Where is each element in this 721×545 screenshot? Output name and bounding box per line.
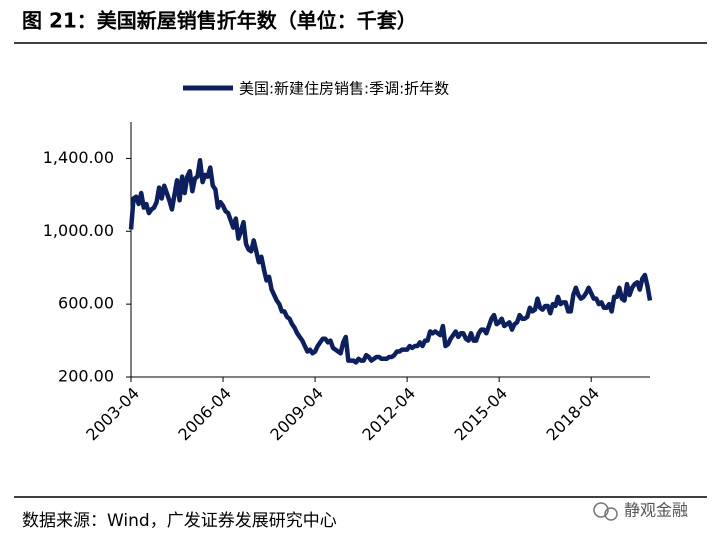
x-tick-label: 2015-04 <box>450 384 511 445</box>
watermark: 静观金融 <box>593 501 688 521</box>
watermark-icon <box>604 507 618 521</box>
legend-label: 美国:新建住房销售:季调:折年数 <box>239 80 449 98</box>
x-tick-label: 2003-04 <box>82 384 143 445</box>
source-note: 数据来源：Wind，广发证券发展研究中心 <box>22 511 337 531</box>
x-tick-label: 2012-04 <box>358 384 419 445</box>
watermark-text: 静观金融 <box>624 501 688 520</box>
watermark-icon <box>593 502 609 518</box>
y-tick-label: 600.00 <box>58 294 114 313</box>
x-tick-label: 2009-04 <box>266 384 327 445</box>
chart-title: 图 21：美国新屋销售折年数（单位：千套） <box>22 9 417 33</box>
x-tick-label: 2006-04 <box>174 384 235 445</box>
y-tick-label: 1,000.00 <box>43 221 114 240</box>
y-tick-label: 200.00 <box>58 367 114 386</box>
x-tick-label: 2018-04 <box>542 384 603 445</box>
line-series <box>128 158 653 365</box>
y-tick-label: 1,400.00 <box>43 148 114 167</box>
